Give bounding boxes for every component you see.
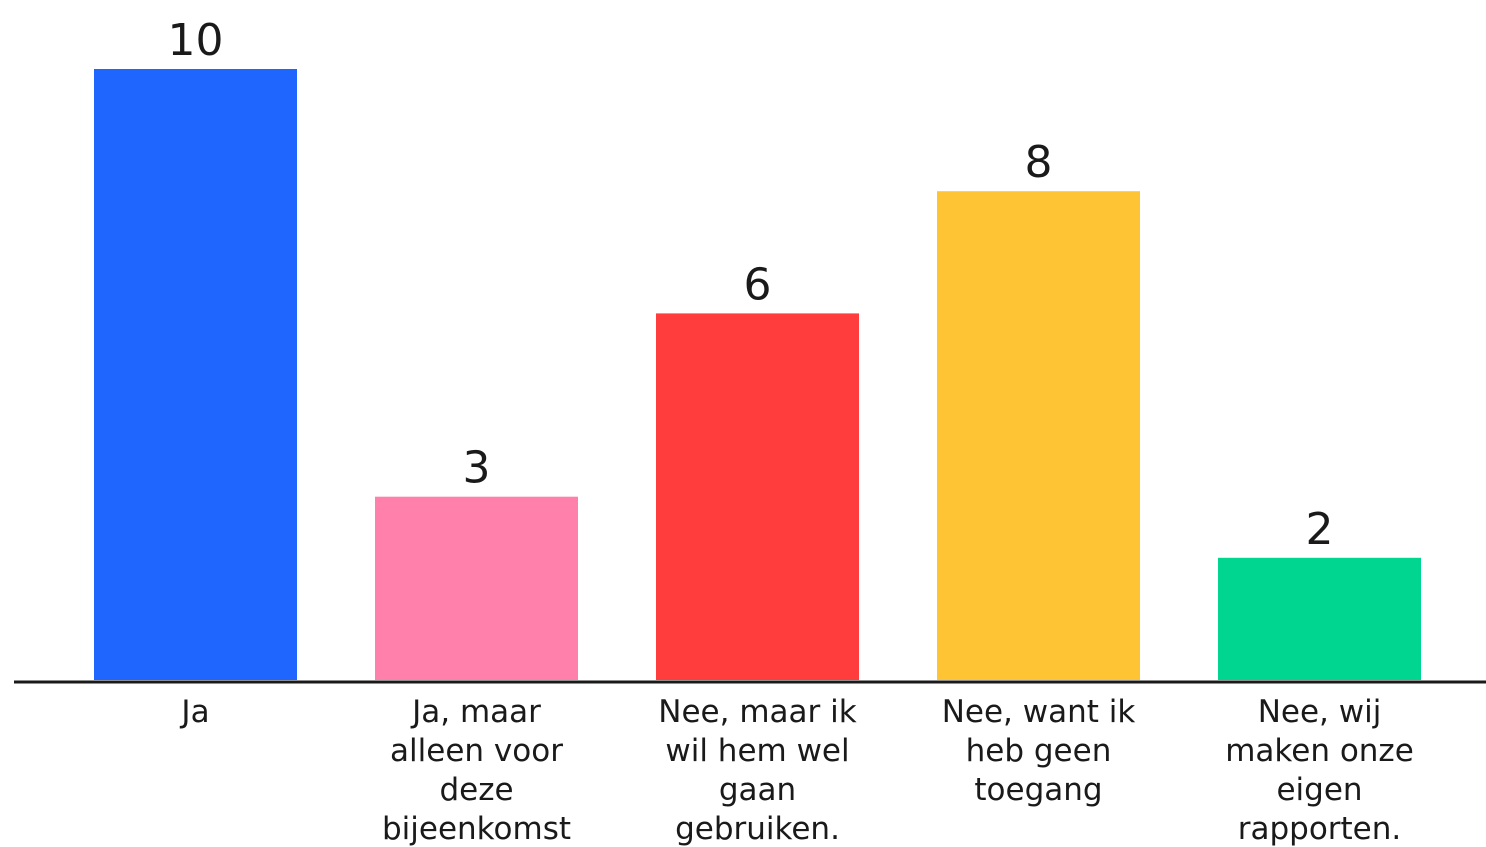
- category-label-1: Ja: [179, 694, 209, 730]
- bar-1: [94, 69, 297, 680]
- category-label-5: Nee, wij maken onze eigen rapporten.: [1225, 694, 1414, 847]
- category-label-line: gebruiken.: [675, 811, 840, 847]
- value-labels-group: 10 3 6 8 2: [168, 15, 1334, 555]
- data-label-2: 3: [463, 443, 491, 494]
- category-label-line: eigen: [1276, 772, 1362, 808]
- category-label-line: toegang: [974, 772, 1102, 808]
- data-label-5: 2: [1306, 504, 1334, 555]
- category-label-2: Ja, maar alleen voor deze bijeenkomst: [382, 694, 571, 847]
- bar-3: [656, 313, 859, 680]
- bar-2: [375, 496, 578, 680]
- category-label-line: rapporten.: [1238, 811, 1402, 847]
- category-label-line: Nee, want ik: [942, 694, 1136, 730]
- category-label-line: Nee, maar ik: [658, 694, 856, 730]
- bar-5: [1218, 557, 1421, 680]
- category-labels-group: Ja Ja, maar alleen voor deze bijeenkomst Nee,…: [179, 694, 1413, 847]
- category-label-line: alleen voor: [390, 733, 563, 769]
- category-label-line: wil hem wel: [665, 733, 849, 769]
- data-label-1: 10: [168, 15, 224, 66]
- category-label-line: maken onze: [1225, 733, 1414, 769]
- category-label-line: gaan: [719, 772, 796, 808]
- data-label-3: 6: [744, 259, 772, 310]
- category-label-line: Ja: [179, 694, 209, 730]
- bars-group: [94, 69, 1421, 680]
- data-label-4: 8: [1025, 137, 1053, 188]
- category-label-line: heb geen: [966, 733, 1112, 769]
- category-label-line: deze: [439, 772, 513, 808]
- category-label-line: bijeenkomst: [382, 811, 571, 847]
- category-label-line: Nee, wij: [1258, 694, 1382, 730]
- bar-4: [937, 191, 1140, 680]
- category-label-line: Ja, maar: [410, 694, 541, 730]
- category-label-4: Nee, want ik heb geen toegang: [942, 694, 1136, 808]
- category-label-3: Nee, maar ik wil hem wel gaan gebruiken.: [658, 694, 856, 847]
